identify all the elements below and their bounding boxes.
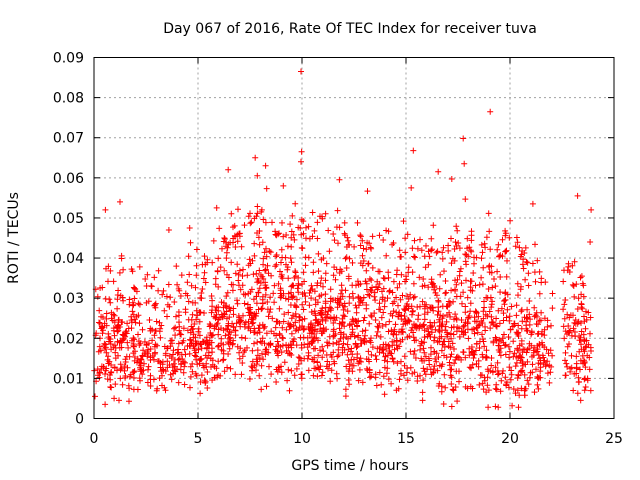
y-axis-label: ROTI / TECUs	[6, 192, 22, 284]
y-tick-label: 0.08	[53, 91, 84, 107]
x-axis-label: GPS time / hours	[291, 458, 408, 474]
y-tick-label: 0.05	[53, 211, 84, 227]
data-points	[91, 68, 595, 411]
x-tick-labels: 0 5 10 15 20 25	[90, 431, 623, 447]
x-tick-label: 5	[194, 431, 203, 447]
plot-frame	[93, 57, 615, 419]
x-tick-label: 0	[90, 431, 99, 447]
scatter-markers	[91, 68, 595, 411]
y-tick-labels: 0 0.01 0.02 0.03 0.04 0.05 0.06 0.07 0.08 0.09	[53, 51, 84, 428]
x-tick-label: 25	[605, 431, 623, 447]
x-tick-label: 20	[501, 431, 519, 447]
y-tick-label: 0.01	[53, 371, 84, 387]
y-tick-label: 0.02	[53, 331, 84, 347]
y-tick-label: 0.04	[53, 251, 84, 267]
chart-title: Day 067 of 2016, Rate Of TEC Index for r…	[163, 21, 537, 37]
x-tick-label: 15	[397, 431, 415, 447]
x-tick-label: 10	[293, 431, 311, 447]
y-tick-label: 0.06	[53, 171, 84, 187]
y-tick-label: 0.09	[53, 51, 84, 67]
axis-ticks	[93, 57, 615, 419]
y-tick-label: 0.03	[53, 291, 84, 307]
y-tick-label: 0.07	[53, 131, 84, 147]
y-tick-label: 0	[75, 412, 84, 428]
